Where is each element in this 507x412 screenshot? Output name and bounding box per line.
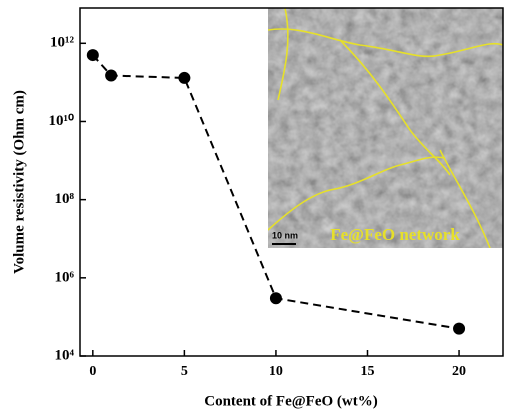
y-axis-label: Volume resistivity (Ohm cm) xyxy=(11,90,27,274)
x-tick-label: 15 xyxy=(360,364,374,379)
x-tick-label: 5 xyxy=(181,364,188,379)
data-point xyxy=(178,71,191,84)
y-tick-label: 10¹⁰ xyxy=(48,113,74,129)
y-tick-label: 10⁶ xyxy=(55,269,75,285)
y-tick-label: 10⁴ xyxy=(55,347,75,363)
data-point xyxy=(269,292,282,305)
data-point xyxy=(105,69,118,82)
y-tick-label: 10⁸ xyxy=(55,191,75,207)
inset-image: 10 nm Fe@FeO network xyxy=(268,8,503,248)
x-tick-label: 20 xyxy=(452,364,466,379)
scale-bar-label: 10 nm xyxy=(272,230,298,240)
inset-caption: Fe@FeO network xyxy=(330,225,460,244)
x-axis-label: Content of Fe@FeO (wt%) xyxy=(204,393,378,409)
plot-frame xyxy=(79,7,504,357)
data-point xyxy=(453,322,466,335)
y-tick-label: 10¹² xyxy=(50,35,74,51)
data-line xyxy=(92,54,460,330)
x-tick-label: 10 xyxy=(269,364,283,379)
x-tick-label: 0 xyxy=(89,364,96,379)
data-point xyxy=(86,49,99,62)
